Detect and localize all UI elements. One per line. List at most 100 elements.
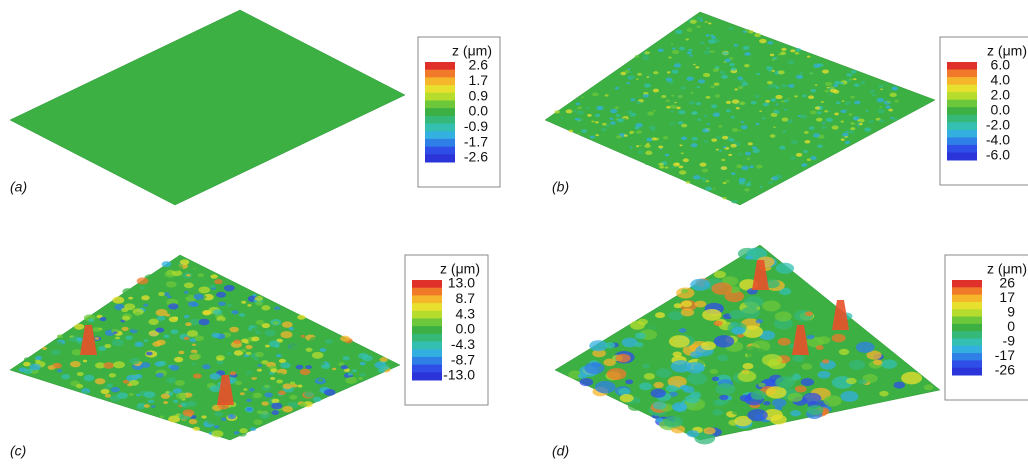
colorbar-swatch bbox=[947, 85, 977, 93]
surface-texture bbox=[190, 353, 201, 359]
surface-texture bbox=[23, 362, 30, 366]
surface-texture bbox=[781, 48, 786, 51]
colorbar-tick-label: -2.6 bbox=[464, 149, 488, 165]
colorbar-swatch bbox=[425, 77, 455, 85]
surface-texture bbox=[282, 321, 293, 327]
surface-texture bbox=[666, 385, 678, 392]
surface-texture bbox=[76, 384, 83, 388]
surface-texture bbox=[729, 27, 734, 30]
surface-texture bbox=[340, 336, 350, 342]
surface-texture bbox=[366, 368, 374, 373]
surface-texture bbox=[575, 118, 580, 121]
surface-texture bbox=[726, 180, 730, 182]
surface-texture bbox=[624, 134, 628, 136]
surface-texture bbox=[158, 361, 166, 366]
surface-texture bbox=[826, 118, 833, 122]
surface-texture bbox=[750, 114, 756, 117]
colorbar-swatch bbox=[412, 318, 442, 326]
surface-texture bbox=[644, 83, 651, 87]
surface-texture bbox=[157, 316, 166, 321]
surface-texture bbox=[708, 144, 712, 147]
surface-texture bbox=[112, 297, 124, 304]
surface-texture bbox=[651, 389, 666, 398]
surface-texture bbox=[122, 288, 133, 294]
surface-texture bbox=[635, 342, 644, 347]
surface-texture bbox=[152, 341, 161, 346]
surface-texture bbox=[674, 303, 682, 308]
surface-texture bbox=[84, 375, 95, 381]
colorbar-swatch bbox=[412, 357, 442, 365]
surface-texture bbox=[358, 377, 363, 380]
surface-texture bbox=[896, 87, 899, 89]
surface-texture bbox=[894, 100, 898, 103]
surface-texture bbox=[53, 363, 62, 369]
surface-texture bbox=[574, 110, 577, 112]
surface-texture bbox=[711, 282, 732, 294]
surface-texture bbox=[817, 144, 823, 147]
surface-texture bbox=[672, 61, 677, 64]
surface-texture bbox=[151, 405, 155, 407]
colorbar-swatch bbox=[412, 303, 442, 311]
surface-texture bbox=[745, 183, 751, 187]
surface-texture bbox=[580, 378, 594, 386]
surface-texture bbox=[261, 305, 270, 310]
surface-texture bbox=[671, 123, 678, 127]
surface-texture bbox=[745, 255, 752, 259]
surface-texture bbox=[723, 197, 727, 199]
surface-texture bbox=[679, 144, 682, 146]
surface-texture bbox=[779, 146, 786, 150]
surface-texture bbox=[671, 95, 674, 97]
surface-texture bbox=[101, 389, 110, 394]
surface-texture bbox=[822, 122, 825, 124]
surface-texture bbox=[725, 145, 728, 147]
surface-texture bbox=[170, 365, 180, 371]
surface-texture bbox=[256, 320, 264, 325]
surface-texture bbox=[772, 398, 786, 407]
surface-texture bbox=[602, 123, 607, 126]
surface-texture bbox=[801, 378, 814, 386]
surface-texture bbox=[712, 377, 719, 381]
surface-texture bbox=[707, 123, 710, 125]
surface-texture bbox=[751, 101, 757, 105]
surface-texture bbox=[239, 428, 247, 433]
surface-texture bbox=[325, 339, 333, 344]
surface-texture bbox=[841, 121, 844, 123]
surface-texture bbox=[725, 58, 731, 62]
surface-texture bbox=[696, 102, 701, 105]
colorbar-swatch bbox=[947, 130, 977, 138]
surface-texture bbox=[750, 83, 757, 87]
surface-texture bbox=[648, 75, 652, 77]
surface-texture bbox=[83, 391, 88, 394]
surface-texture bbox=[630, 321, 645, 330]
surface-texture bbox=[738, 149, 743, 152]
surface-texture bbox=[776, 263, 794, 274]
surface-texture bbox=[601, 128, 607, 131]
colorbar-tick-label: 13.0 bbox=[448, 275, 475, 291]
surface-texture bbox=[679, 166, 684, 169]
surface-texture bbox=[686, 181, 691, 184]
colorbar-swatch bbox=[947, 92, 977, 100]
surface-texture bbox=[731, 200, 737, 204]
surface-texture bbox=[170, 329, 178, 334]
surface-texture bbox=[690, 20, 697, 24]
surface-texture bbox=[731, 172, 735, 175]
surface-texture bbox=[289, 395, 297, 400]
surface-texture bbox=[283, 383, 293, 389]
surface-texture bbox=[790, 156, 796, 159]
surface-texture bbox=[270, 368, 277, 372]
surface-texture bbox=[629, 132, 632, 134]
surface-texture bbox=[669, 115, 674, 118]
surface-texture bbox=[808, 95, 814, 99]
surface-texture bbox=[35, 356, 42, 360]
surface-texture bbox=[892, 117, 898, 120]
surface-texture bbox=[706, 180, 709, 182]
surface-texture bbox=[127, 383, 132, 386]
surface-texture bbox=[763, 401, 770, 405]
surface-texture bbox=[672, 70, 679, 74]
surface-texture bbox=[168, 303, 178, 309]
surface-texture bbox=[704, 115, 707, 117]
surface-texture bbox=[291, 345, 303, 352]
surface-texture bbox=[271, 410, 279, 415]
surface-texture bbox=[233, 340, 241, 345]
colorbar-swatch bbox=[952, 331, 982, 339]
